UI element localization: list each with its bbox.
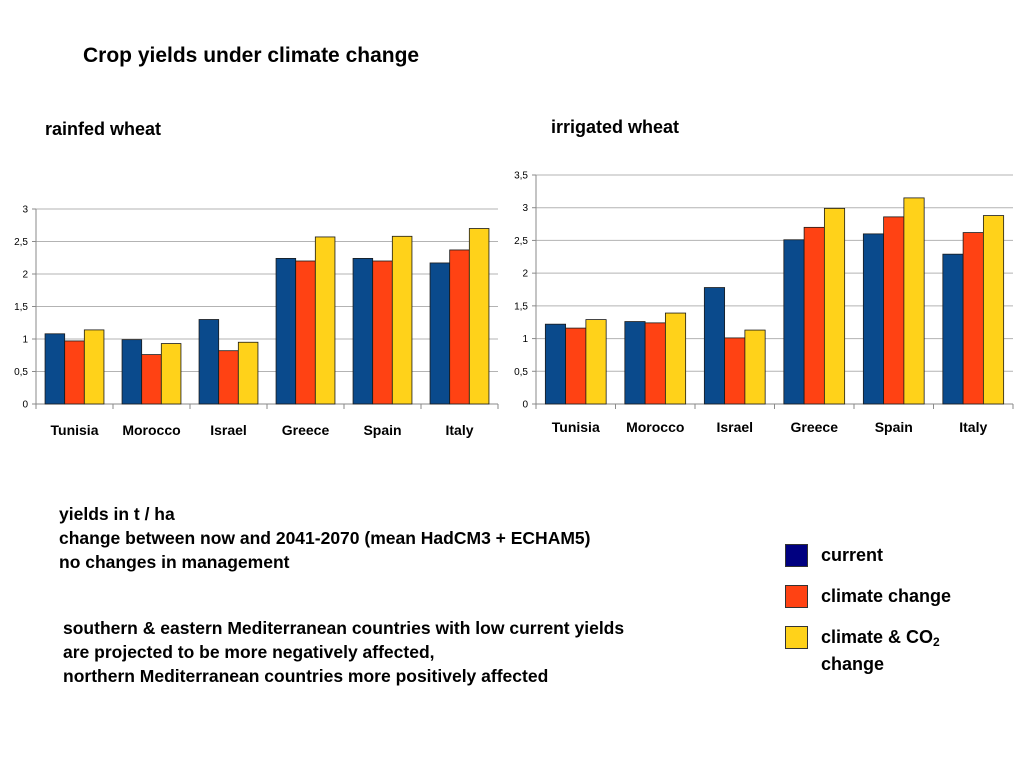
bar-climate-change (644, 322, 666, 405)
y-tick-label: 3 (522, 203, 528, 214)
x-category-label: Greece (791, 419, 839, 435)
summary-line-1: southern & eastern Mediterranean countri… (63, 618, 625, 638)
x-category-label: Tunisia (51, 422, 99, 438)
bar-climate-co2-change (468, 228, 490, 405)
notes-block: yields in t / ha change between now and … (59, 502, 590, 574)
y-tick-label: 0,5 (14, 367, 28, 378)
legend-swatch-current (785, 544, 808, 567)
bar-climate-change (565, 327, 587, 405)
x-category-label: Israel (210, 422, 247, 438)
bar-current (862, 233, 885, 405)
legend-swatch-climate-co2 (785, 626, 808, 649)
x-category-label: Morocco (626, 419, 684, 435)
legend-co2-prefix: climate & CO (821, 627, 934, 647)
x-category-label: Israel (716, 419, 753, 435)
legend-item-climate-co2: climate & CO2 change (785, 626, 940, 675)
bar-climate-change (883, 216, 905, 405)
x-category-label: Spain (363, 422, 401, 438)
bar-climate-co2-change (823, 207, 846, 405)
legend-swatch-climate-change (785, 585, 808, 608)
bar-climate-co2-change (664, 312, 687, 405)
x-category-label: Italy (445, 422, 473, 438)
legend-item-current: current (785, 544, 883, 567)
bar-current (703, 287, 726, 405)
y-tick-label: 2 (22, 270, 28, 281)
bar-current (783, 239, 805, 405)
bar-current (942, 253, 964, 405)
summary-line-3: northern Mediterranean countries more po… (63, 666, 549, 686)
rainfed-chart-title: rainfed wheat (45, 119, 162, 139)
y-tick-label: 0 (522, 400, 528, 411)
y-tick-label: 0 (22, 400, 28, 411)
summary-line-2: are projected to be more negatively affe… (63, 642, 435, 662)
note-management: no changes in management (59, 552, 290, 572)
irrigated-chart-title: irrigated wheat (551, 117, 680, 137)
bar-climate-co2-change (982, 215, 1005, 405)
bar-climate-co2-change (83, 329, 105, 405)
bar-current (624, 321, 646, 405)
legend-item-climate-change: climate change (785, 585, 951, 608)
x-category-label: Italy (959, 419, 987, 435)
bar-climate-change (962, 232, 984, 405)
x-category-label: Morocco (122, 422, 180, 438)
y-tick-label: 3,5 (514, 171, 528, 182)
y-tick-label: 1,5 (14, 302, 28, 313)
bar-climate-co2-change (314, 236, 336, 405)
bar-current (544, 323, 567, 405)
bar-climate-co2-change (744, 329, 766, 405)
x-category-label: Tunisia (552, 419, 600, 435)
y-tick-label: 2 (522, 269, 528, 280)
x-category-label: Spain (875, 419, 913, 435)
y-tick-label: 3 (22, 205, 28, 216)
legend-co2-line2: change (821, 654, 885, 674)
page-title: Crop yields under climate change (83, 44, 420, 67)
legend-label-current: current (821, 545, 884, 565)
bar-climate-co2-change (903, 197, 925, 405)
bar-climate-co2-change (160, 343, 182, 405)
y-tick-label: 1,5 (514, 301, 528, 312)
bar-climate-co2-change (585, 319, 607, 405)
legend-label-climate-change: climate change (821, 586, 952, 606)
legend-co2-subscript: 2 (933, 635, 940, 649)
note-units: yields in t / ha (59, 504, 175, 524)
summary-block: southern & eastern Mediterranean countri… (63, 616, 624, 688)
y-tick-label: 1 (22, 335, 28, 346)
bar-climate-change (724, 337, 746, 405)
note-period: change between now and 2041-2070 (mean H… (59, 528, 591, 548)
bar-climate-change (803, 226, 825, 405)
legend-label-climate-co2: climate & CO2 change (821, 626, 940, 675)
y-tick-label: 2,5 (514, 236, 528, 247)
y-tick-label: 1 (522, 334, 528, 345)
x-category-label: Greece (282, 422, 330, 438)
bar-climate-co2-change (391, 235, 413, 405)
bar-climate-co2-change (237, 341, 259, 405)
y-tick-label: 0,5 (514, 367, 528, 378)
y-tick-label: 2,5 (14, 237, 28, 248)
